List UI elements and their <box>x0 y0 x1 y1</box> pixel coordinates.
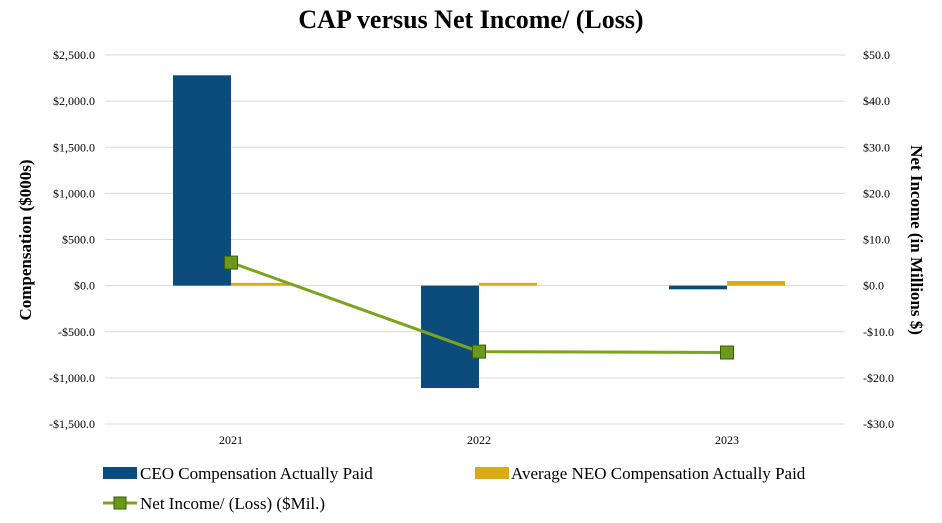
net-income-line <box>224 255 734 360</box>
legend-label-ceo-cap: CEO Compensation Actually Paid <box>140 464 373 483</box>
ceo-cap-bar-2022 <box>421 285 479 389</box>
right-tick-label: -$30.0 <box>863 417 894 431</box>
left-tick-label: $1,000.0 <box>53 186 95 200</box>
right-tick-label: $20.0 <box>863 186 890 200</box>
x-tick-label-2022: 2022 <box>467 433 491 447</box>
net-income-marker-2021 <box>224 255 238 270</box>
neo-cap-bar-2021 <box>231 282 289 286</box>
left-tick-label: -$500.0 <box>58 325 95 339</box>
right-tick-label: -$10.0 <box>863 325 894 339</box>
right-tick-label: $0.0 <box>863 279 884 293</box>
legend: CEO Compensation Actually Paid Average N… <box>103 464 806 513</box>
ceo-cap-bar-2021 <box>173 75 231 286</box>
chart-title: CAP versus Net Income/ (Loss) <box>298 5 643 34</box>
left-tick-label: $2,000.0 <box>53 94 95 108</box>
x-axis-ticks: 2021 2022 2023 <box>219 433 739 447</box>
right-tick-label: $50.0 <box>863 48 890 62</box>
net-income-marker-2023 <box>720 345 734 360</box>
right-tick-label: $10.0 <box>863 233 890 247</box>
right-tick-label: $30.0 <box>863 140 890 154</box>
left-axis-ticks: $2,500.0 $2,000.0 $1,500.0 $1,000.0 $500.0 $0… <box>49 48 95 431</box>
legend-label-neo-cap: Average NEO Compensation Actually Paid <box>511 464 806 483</box>
x-tick-label-2021: 2021 <box>219 433 243 447</box>
bars <box>173 75 785 389</box>
net-income-marker-2022 <box>472 344 486 359</box>
left-axis-title: Compensation ($000s) <box>16 159 35 320</box>
left-tick-label: -$1,000.0 <box>49 371 95 385</box>
neo-cap-bar-2023 <box>727 281 785 286</box>
x-tick-label-2023: 2023 <box>715 433 739 447</box>
legend-swatch-ceo-cap <box>103 467 137 479</box>
legend-label-net-income: Net Income/ (Loss) ($Mil.) <box>140 494 325 513</box>
right-tick-label: $40.0 <box>863 94 890 108</box>
left-tick-label: $1,500.0 <box>53 140 95 154</box>
neo-cap-bar-2022 <box>479 282 537 286</box>
right-axis-ticks: $50.0 $40.0 $30.0 $20.0 $10.0 $0.0 -$10.0 -$20.… <box>863 48 894 431</box>
left-tick-label: -$1,500.0 <box>49 417 95 431</box>
ceo-cap-bar-2023 <box>669 285 727 290</box>
right-tick-label: -$20.0 <box>863 371 894 385</box>
left-tick-label: $2,500.0 <box>53 48 95 62</box>
right-axis-title: Net Income (in Millions $) <box>907 145 926 335</box>
legend-swatch-neo-cap <box>475 467 509 479</box>
left-tick-label: $500.0 <box>62 233 95 247</box>
left-tick-label: $0.0 <box>74 279 95 293</box>
legend-marker-net-income <box>113 496 127 510</box>
